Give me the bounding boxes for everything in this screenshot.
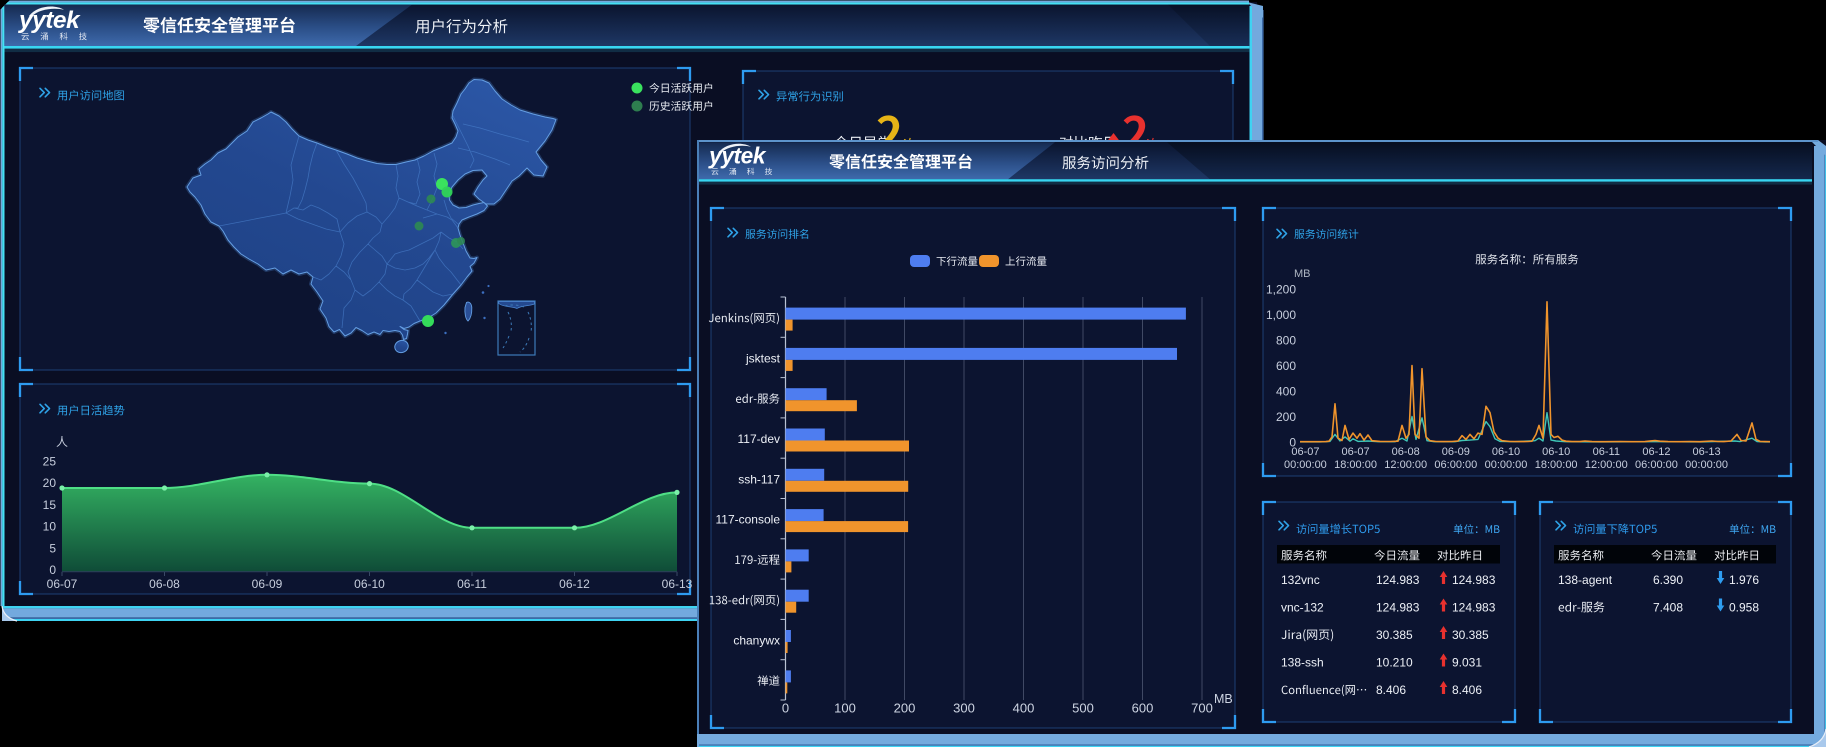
- svg-text:20: 20: [43, 476, 57, 490]
- svg-text:138-agent: 138-agent: [1558, 573, 1613, 587]
- svg-text:8.406: 8.406: [1452, 683, 1482, 697]
- svg-text:124.983: 124.983: [1376, 601, 1420, 615]
- svg-text:06:00:00: 06:00:00: [1635, 459, 1678, 471]
- svg-text:10: 10: [43, 520, 57, 534]
- svg-text:400: 400: [1013, 701, 1035, 716]
- svg-text:0.958: 0.958: [1729, 601, 1759, 615]
- svg-text:06:00:00: 06:00:00: [1434, 459, 1477, 471]
- svg-text:vnc-132: vnc-132: [1281, 601, 1324, 615]
- svg-text:124.983: 124.983: [1452, 573, 1496, 587]
- svg-text:18:00:00: 18:00:00: [1334, 459, 1377, 471]
- svg-text:06-13: 06-13: [662, 577, 693, 591]
- svg-text:30.385: 30.385: [1376, 628, 1413, 642]
- svg-text:12:00:00: 12:00:00: [1384, 459, 1427, 471]
- svg-text:10.210: 10.210: [1376, 656, 1413, 670]
- svg-text:18:00:00: 18:00:00: [1535, 459, 1578, 471]
- svg-text:124.983: 124.983: [1452, 601, 1496, 615]
- svg-text:500: 500: [1072, 701, 1094, 716]
- svg-text:MB: MB: [1294, 268, 1311, 280]
- svg-text:700: 700: [1191, 701, 1213, 716]
- svg-text:1,000: 1,000: [1266, 308, 1296, 322]
- svg-text:7.408: 7.408: [1653, 601, 1683, 615]
- svg-text:600: 600: [1132, 701, 1154, 716]
- svg-text:06-07: 06-07: [47, 577, 78, 591]
- svg-text:00:00:00: 00:00:00: [1485, 459, 1528, 471]
- svg-text:06-12: 06-12: [1642, 446, 1670, 458]
- svg-text:06-07: 06-07: [1291, 446, 1319, 458]
- svg-text:06-10: 06-10: [1492, 446, 1520, 458]
- svg-text:0: 0: [782, 701, 789, 716]
- svg-text:117-dev: 117-dev: [738, 432, 780, 446]
- svg-text:06-13: 06-13: [1693, 446, 1721, 458]
- svg-text:MB: MB: [1214, 692, 1233, 706]
- svg-text:200: 200: [1276, 410, 1296, 424]
- svg-text:00:00:00: 00:00:00: [1685, 459, 1728, 471]
- svg-text:138-ssh: 138-ssh: [1281, 656, 1324, 670]
- svg-text:06-07: 06-07: [1341, 446, 1369, 458]
- svg-text:06-09: 06-09: [252, 577, 283, 591]
- svg-text:chanywx: chanywx: [733, 634, 780, 648]
- svg-text:06-08: 06-08: [1392, 446, 1420, 458]
- svg-text:200: 200: [894, 701, 916, 716]
- svg-text:06-11: 06-11: [457, 577, 487, 591]
- svg-text:800: 800: [1276, 334, 1296, 348]
- svg-text:06-10: 06-10: [354, 577, 385, 591]
- svg-text:400: 400: [1276, 385, 1296, 399]
- svg-text:100: 100: [834, 701, 856, 716]
- svg-text:6.390: 6.390: [1653, 573, 1683, 587]
- svg-text:jsktest: jsktest: [745, 351, 781, 365]
- svg-text:12:00:00: 12:00:00: [1585, 459, 1628, 471]
- svg-text:25: 25: [43, 455, 57, 469]
- svg-text:5: 5: [49, 541, 56, 555]
- svg-text:06-12: 06-12: [559, 577, 590, 591]
- svg-text:06-10: 06-10: [1542, 446, 1570, 458]
- svg-text:9.031: 9.031: [1452, 656, 1482, 670]
- svg-text:300: 300: [953, 701, 975, 716]
- svg-text:1.976: 1.976: [1729, 573, 1759, 587]
- svg-text:15: 15: [43, 498, 57, 512]
- svg-text:124.983: 124.983: [1376, 573, 1420, 587]
- svg-text:1,200: 1,200: [1266, 283, 1296, 297]
- svg-text:06-08: 06-08: [149, 577, 180, 591]
- svg-text:30.385: 30.385: [1452, 628, 1489, 642]
- svg-text:00:00:00: 00:00:00: [1284, 459, 1327, 471]
- svg-text:600: 600: [1276, 359, 1296, 373]
- svg-text:0: 0: [49, 563, 56, 577]
- svg-text:0: 0: [1289, 436, 1296, 450]
- svg-text:06-09: 06-09: [1442, 446, 1470, 458]
- svg-text:132vnc: 132vnc: [1281, 573, 1320, 587]
- svg-text:yytek: yytek: [17, 7, 81, 34]
- svg-text:ssh-117: ssh-117: [738, 472, 780, 486]
- svg-text:8.406: 8.406: [1376, 683, 1406, 697]
- svg-text:117-console: 117-console: [716, 513, 781, 527]
- svg-text:yytek: yytek: [708, 143, 767, 169]
- svg-text:06-11: 06-11: [1593, 446, 1620, 458]
